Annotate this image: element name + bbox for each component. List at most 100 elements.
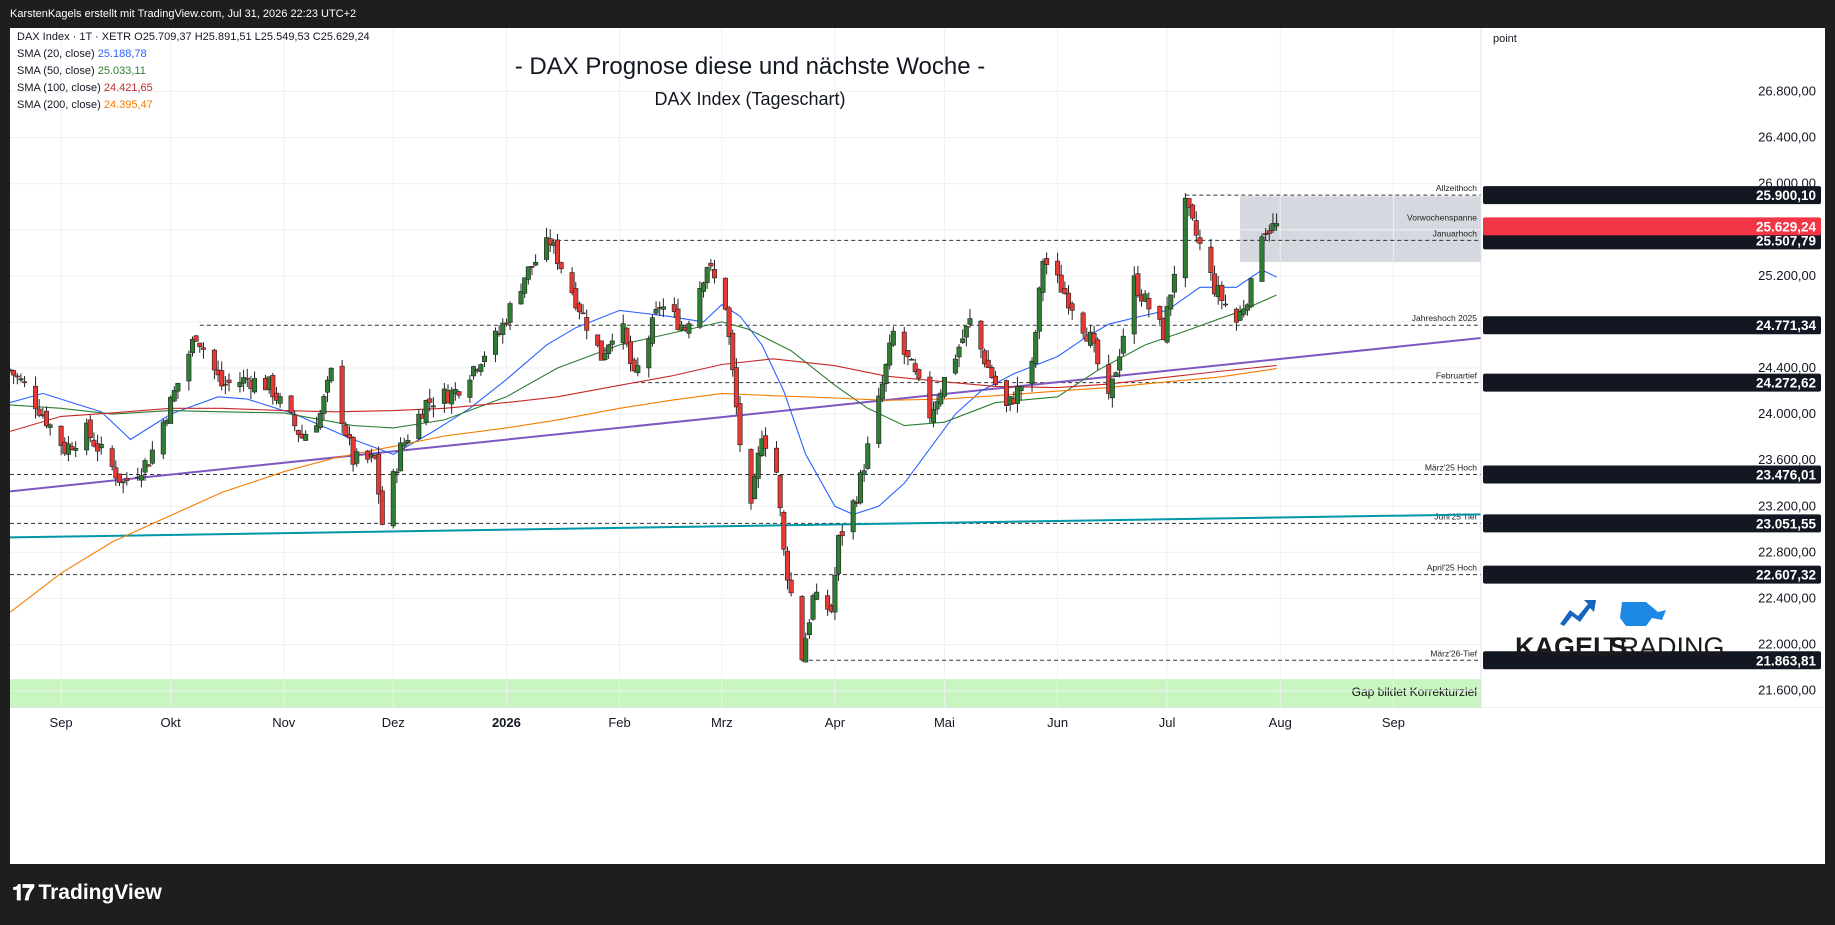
- candle-body: [547, 238, 553, 246]
- candle-body: [1190, 204, 1196, 219]
- legend-indicator: SMA (200, close) 24.395,47: [17, 99, 153, 111]
- candle-body: [295, 429, 301, 435]
- candle-body: [660, 306, 666, 310]
- candle-body: [288, 395, 294, 413]
- candle-body: [171, 390, 177, 402]
- candle-body: [730, 332, 736, 371]
- candle-body: [1131, 275, 1137, 335]
- tradingview-logo[interactable]: 𝟏𝟕 TradingView: [12, 880, 162, 906]
- footer-bar: [0, 864, 1835, 925]
- x-tick-label: Okt: [160, 715, 181, 730]
- candle-body: [982, 350, 988, 365]
- candle-body: [1146, 298, 1152, 310]
- candle-body: [609, 340, 615, 345]
- candle-body: [927, 376, 933, 419]
- level-price-tag: [1483, 186, 1821, 205]
- candle-body: [967, 318, 973, 325]
- candle-body: [602, 353, 608, 360]
- level-caption: Allzeithoch: [1436, 183, 1477, 193]
- candles-layer: [7, 193, 1280, 663]
- candle-body: [580, 312, 586, 315]
- candle-body: [555, 239, 561, 265]
- candle-body: [941, 377, 947, 397]
- candle-body: [1168, 294, 1174, 310]
- candle-body: [73, 448, 79, 451]
- candle-body: [861, 470, 867, 475]
- candle-body: [598, 340, 604, 361]
- candle-body: [1091, 332, 1097, 344]
- candle-body: [471, 366, 477, 377]
- candle-body: [339, 365, 345, 425]
- level-price-tag: [1483, 316, 1821, 335]
- x-tick-label: Dez: [382, 715, 405, 730]
- candle-body: [635, 365, 641, 374]
- candle-body: [909, 358, 915, 361]
- x-tick-label: Apr: [825, 715, 846, 730]
- candle-body: [1219, 284, 1225, 301]
- candle-body: [1208, 246, 1214, 273]
- candle-body: [11, 370, 17, 376]
- x-tick-label: Mai: [934, 715, 955, 730]
- candle-body: [1193, 220, 1199, 236]
- bear-icon: [1620, 602, 1666, 626]
- candle-body: [44, 410, 50, 427]
- legend-indicator: SMA (20, close) 25.188,78: [17, 48, 147, 60]
- candle-body: [1182, 197, 1188, 279]
- candle-body: [978, 320, 984, 350]
- candle-body: [1018, 386, 1024, 391]
- price-chart[interactable]: Gap bildet Korrekturziel Allzeithoch Janu…: [7, 28, 1825, 864]
- candle-body: [675, 308, 681, 330]
- candle-body: [138, 475, 144, 481]
- candle-body: [1171, 273, 1177, 293]
- level-caption: Juni'25 Tief: [1434, 511, 1477, 521]
- candle-body: [343, 424, 349, 436]
- x-tick-label: Mrz: [711, 715, 733, 730]
- candle-body: [22, 381, 28, 384]
- candle-body: [1135, 273, 1141, 296]
- candle-body: [993, 375, 999, 385]
- candle-body: [752, 476, 758, 500]
- candle-body: [576, 303, 582, 313]
- candle-body: [963, 325, 969, 338]
- candle-body: [558, 262, 564, 270]
- candle-body: [241, 377, 247, 384]
- gap-zone-label: Gap bildet Korrekturziel: [1352, 685, 1477, 699]
- tradingview-wordmark: TradingView: [38, 881, 162, 904]
- candle-body: [14, 375, 20, 378]
- candle-body: [726, 307, 732, 337]
- candle-body: [956, 346, 962, 358]
- level-price-tag: [1483, 565, 1821, 584]
- candle-body: [1014, 386, 1020, 404]
- candle-body: [763, 435, 769, 449]
- candle-body: [912, 363, 918, 373]
- bull-icon: [1560, 600, 1596, 626]
- level-price-label: 21.863,81: [1756, 653, 1817, 668]
- candle-body: [930, 409, 936, 423]
- candle-body: [1157, 305, 1163, 320]
- candle-body: [814, 591, 820, 600]
- y-tick-label: 26.800,00: [1758, 83, 1816, 98]
- candle-body: [1062, 288, 1068, 295]
- candle-body: [1263, 233, 1269, 235]
- candle-body: [832, 574, 838, 613]
- candle-body: [1164, 306, 1170, 343]
- candle-body: [244, 377, 250, 380]
- candle-body: [1040, 261, 1046, 293]
- candle-body: [1142, 293, 1148, 302]
- candle-body: [317, 413, 323, 428]
- text-layer: - DAX Prognose diese und nächste Woche -…: [17, 31, 985, 111]
- sma-line-SMA50: [9, 294, 1277, 429]
- legend-indicator: SMA (50, close) 25.033,11: [17, 65, 146, 77]
- candle-body: [1197, 237, 1203, 244]
- candle-body: [573, 288, 579, 309]
- candle-body: [160, 421, 166, 455]
- legend-indicator: SMA (100, close) 24.421,65: [17, 82, 153, 94]
- candle-body: [398, 442, 404, 472]
- candle-body: [222, 383, 228, 386]
- candle-body: [595, 334, 601, 346]
- chart-title: - DAX Prognose diese und nächste Woche -: [515, 53, 985, 80]
- sma-line-SMA200: [9, 368, 1277, 613]
- candle-body: [190, 339, 196, 354]
- candle-body: [186, 353, 192, 382]
